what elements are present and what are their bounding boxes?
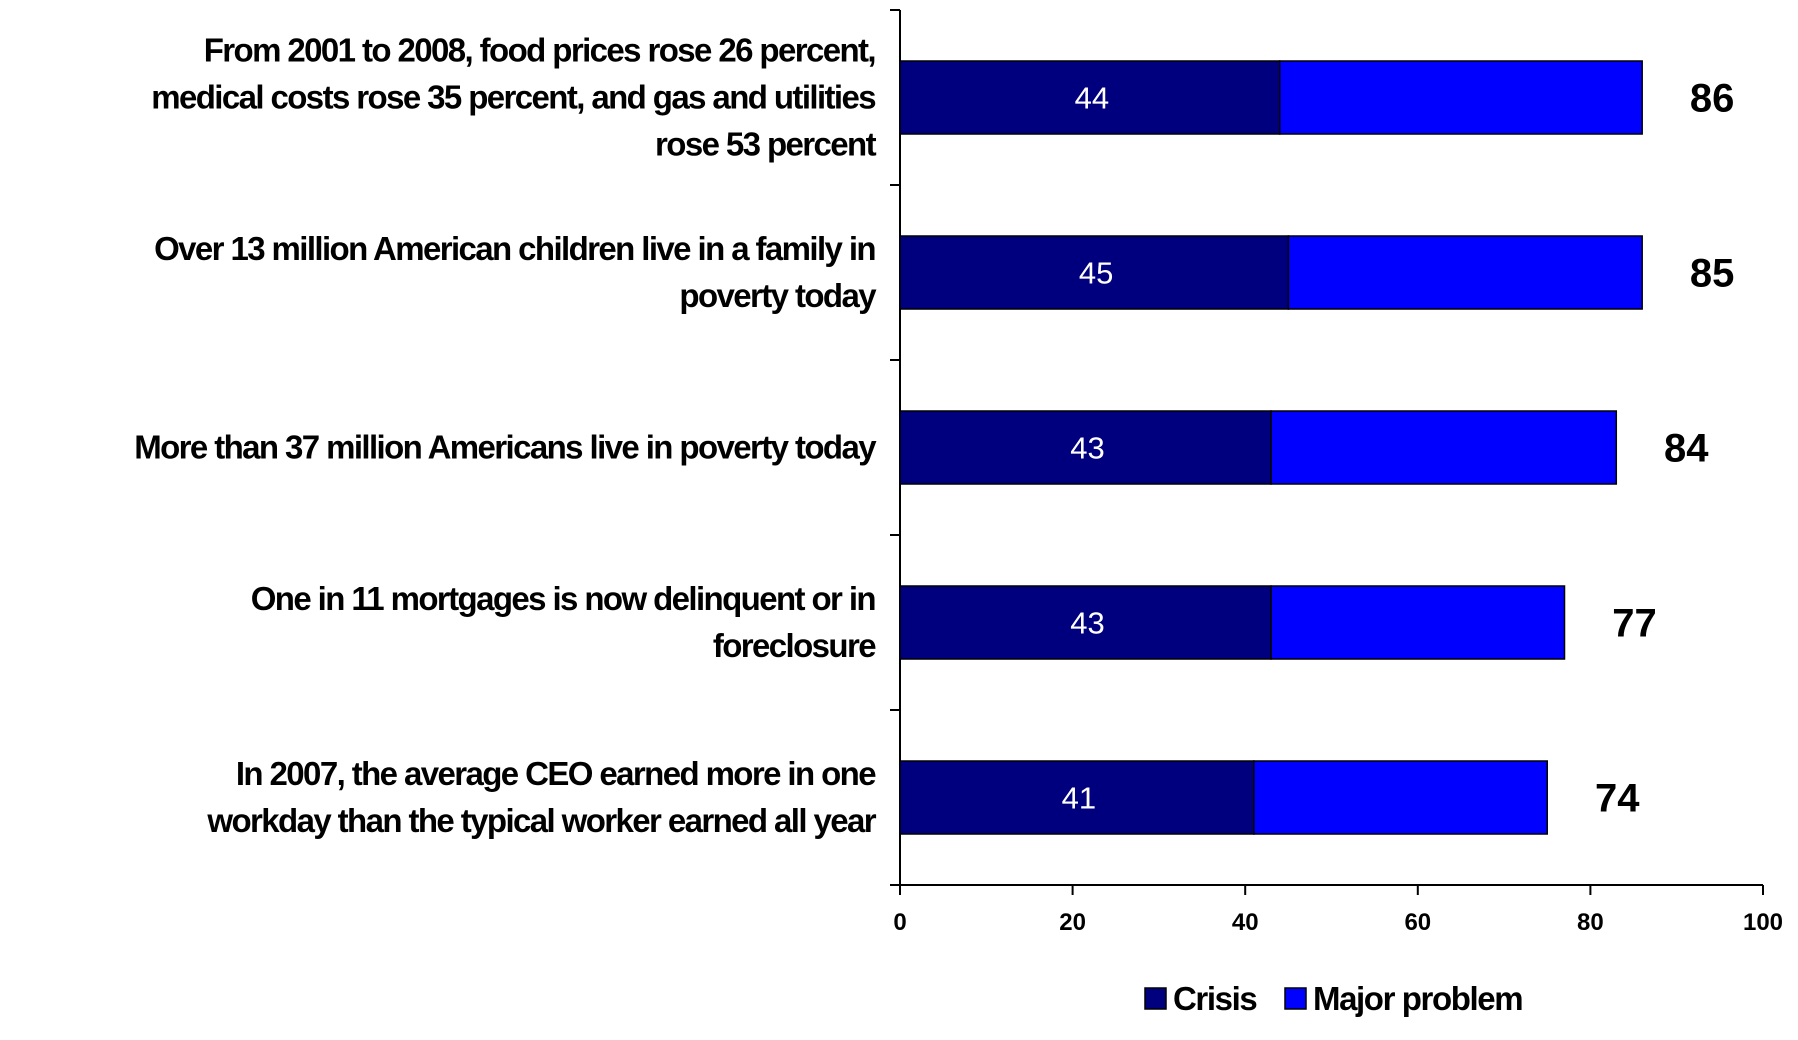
category-label: Over 13 million American children live i… [154, 230, 877, 314]
category-label: One in 11 mortgages is now delinquent or… [251, 580, 877, 664]
crisis-value-label: 41 [1062, 781, 1096, 816]
bar-crisis [899, 410, 1272, 485]
crisis-value-label: 43 [1070, 606, 1104, 641]
total-value-label: 84 [1664, 427, 1709, 471]
bar-major-problem [1253, 760, 1548, 835]
bar-crisis [899, 760, 1255, 835]
total-value-label: 85 [1690, 252, 1735, 296]
legend-label-major-problem: Major problem [1313, 980, 1522, 1017]
category-label: More than 37 million Americans live in p… [134, 429, 877, 466]
total-value-label: 74 [1595, 777, 1640, 821]
bar-major-problem [1278, 60, 1643, 135]
total-data-labels: 86 85 84 77 74 [1595, 77, 1734, 821]
bars [899, 60, 1643, 835]
category-label: In 2007, the average CEO earned more in … [206, 755, 876, 839]
crisis-data-labels: 44 45 43 43 41 [1062, 81, 1114, 816]
x-tick-label: 60 [1404, 909, 1431, 936]
total-value-label: 77 [1612, 602, 1657, 646]
legend: Crisis Major problem [1144, 980, 1524, 1017]
bar-major-problem [1270, 585, 1566, 660]
crisis-value-label: 44 [1075, 81, 1109, 116]
legend-swatch-major-problem [1284, 987, 1307, 1010]
category-label: From 2001 to 2008, food prices rose 26 p… [151, 32, 876, 163]
legend-swatch-crisis [1144, 987, 1167, 1010]
x-tick-label: 100 [1743, 909, 1783, 936]
y-axis [890, 9, 901, 886]
total-value-label: 86 [1690, 77, 1735, 121]
bar-major-problem [1287, 235, 1643, 310]
crisis-value-label: 45 [1079, 256, 1113, 291]
category-labels: From 2001 to 2008, food prices rose 26 p… [134, 32, 879, 840]
legend-label-crisis: Crisis [1173, 980, 1256, 1017]
bar-major-problem [1270, 410, 1618, 485]
x-tick-label: 40 [1232, 909, 1259, 936]
x-axis: 0 20 40 60 80 100 [893, 884, 1783, 936]
crisis-value-label: 43 [1070, 431, 1104, 466]
x-tick-label: 80 [1577, 909, 1604, 936]
x-tick-label: 0 [893, 909, 906, 936]
x-tick-label: 20 [1059, 909, 1086, 936]
